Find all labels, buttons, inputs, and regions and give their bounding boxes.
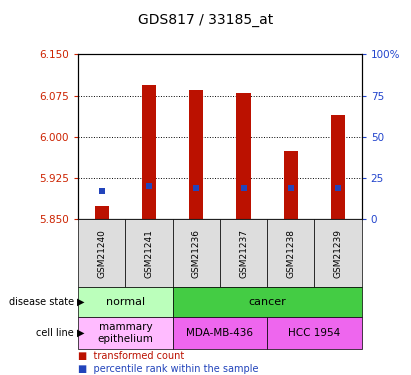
Text: HCC 1954: HCC 1954 [288,328,341,338]
Text: GDS817 / 33185_at: GDS817 / 33185_at [138,13,273,27]
Text: cancer: cancer [248,297,286,307]
Bar [284,151,298,219]
Bar [142,85,156,219]
Bar [236,93,251,219]
Text: GSM21239: GSM21239 [334,229,342,278]
Text: ▶: ▶ [77,297,85,307]
Text: GSM21236: GSM21236 [192,229,201,278]
Text: GSM21241: GSM21241 [145,229,153,278]
Text: MDA-MB-436: MDA-MB-436 [186,328,254,338]
Text: ■  percentile rank within the sample: ■ percentile rank within the sample [78,364,259,374]
Bar [95,206,109,219]
Text: GSM21240: GSM21240 [97,229,106,278]
Text: GSM21238: GSM21238 [286,229,295,278]
Text: GSM21237: GSM21237 [239,229,248,278]
Text: mammary
epithelium: mammary epithelium [97,322,153,344]
Text: disease state: disease state [9,297,74,307]
Text: cell line: cell line [36,328,74,338]
Text: ■  transformed count: ■ transformed count [78,351,185,361]
Text: normal: normal [106,297,145,307]
Bar [331,115,345,219]
Bar [189,90,203,219]
Text: ▶: ▶ [77,328,85,338]
